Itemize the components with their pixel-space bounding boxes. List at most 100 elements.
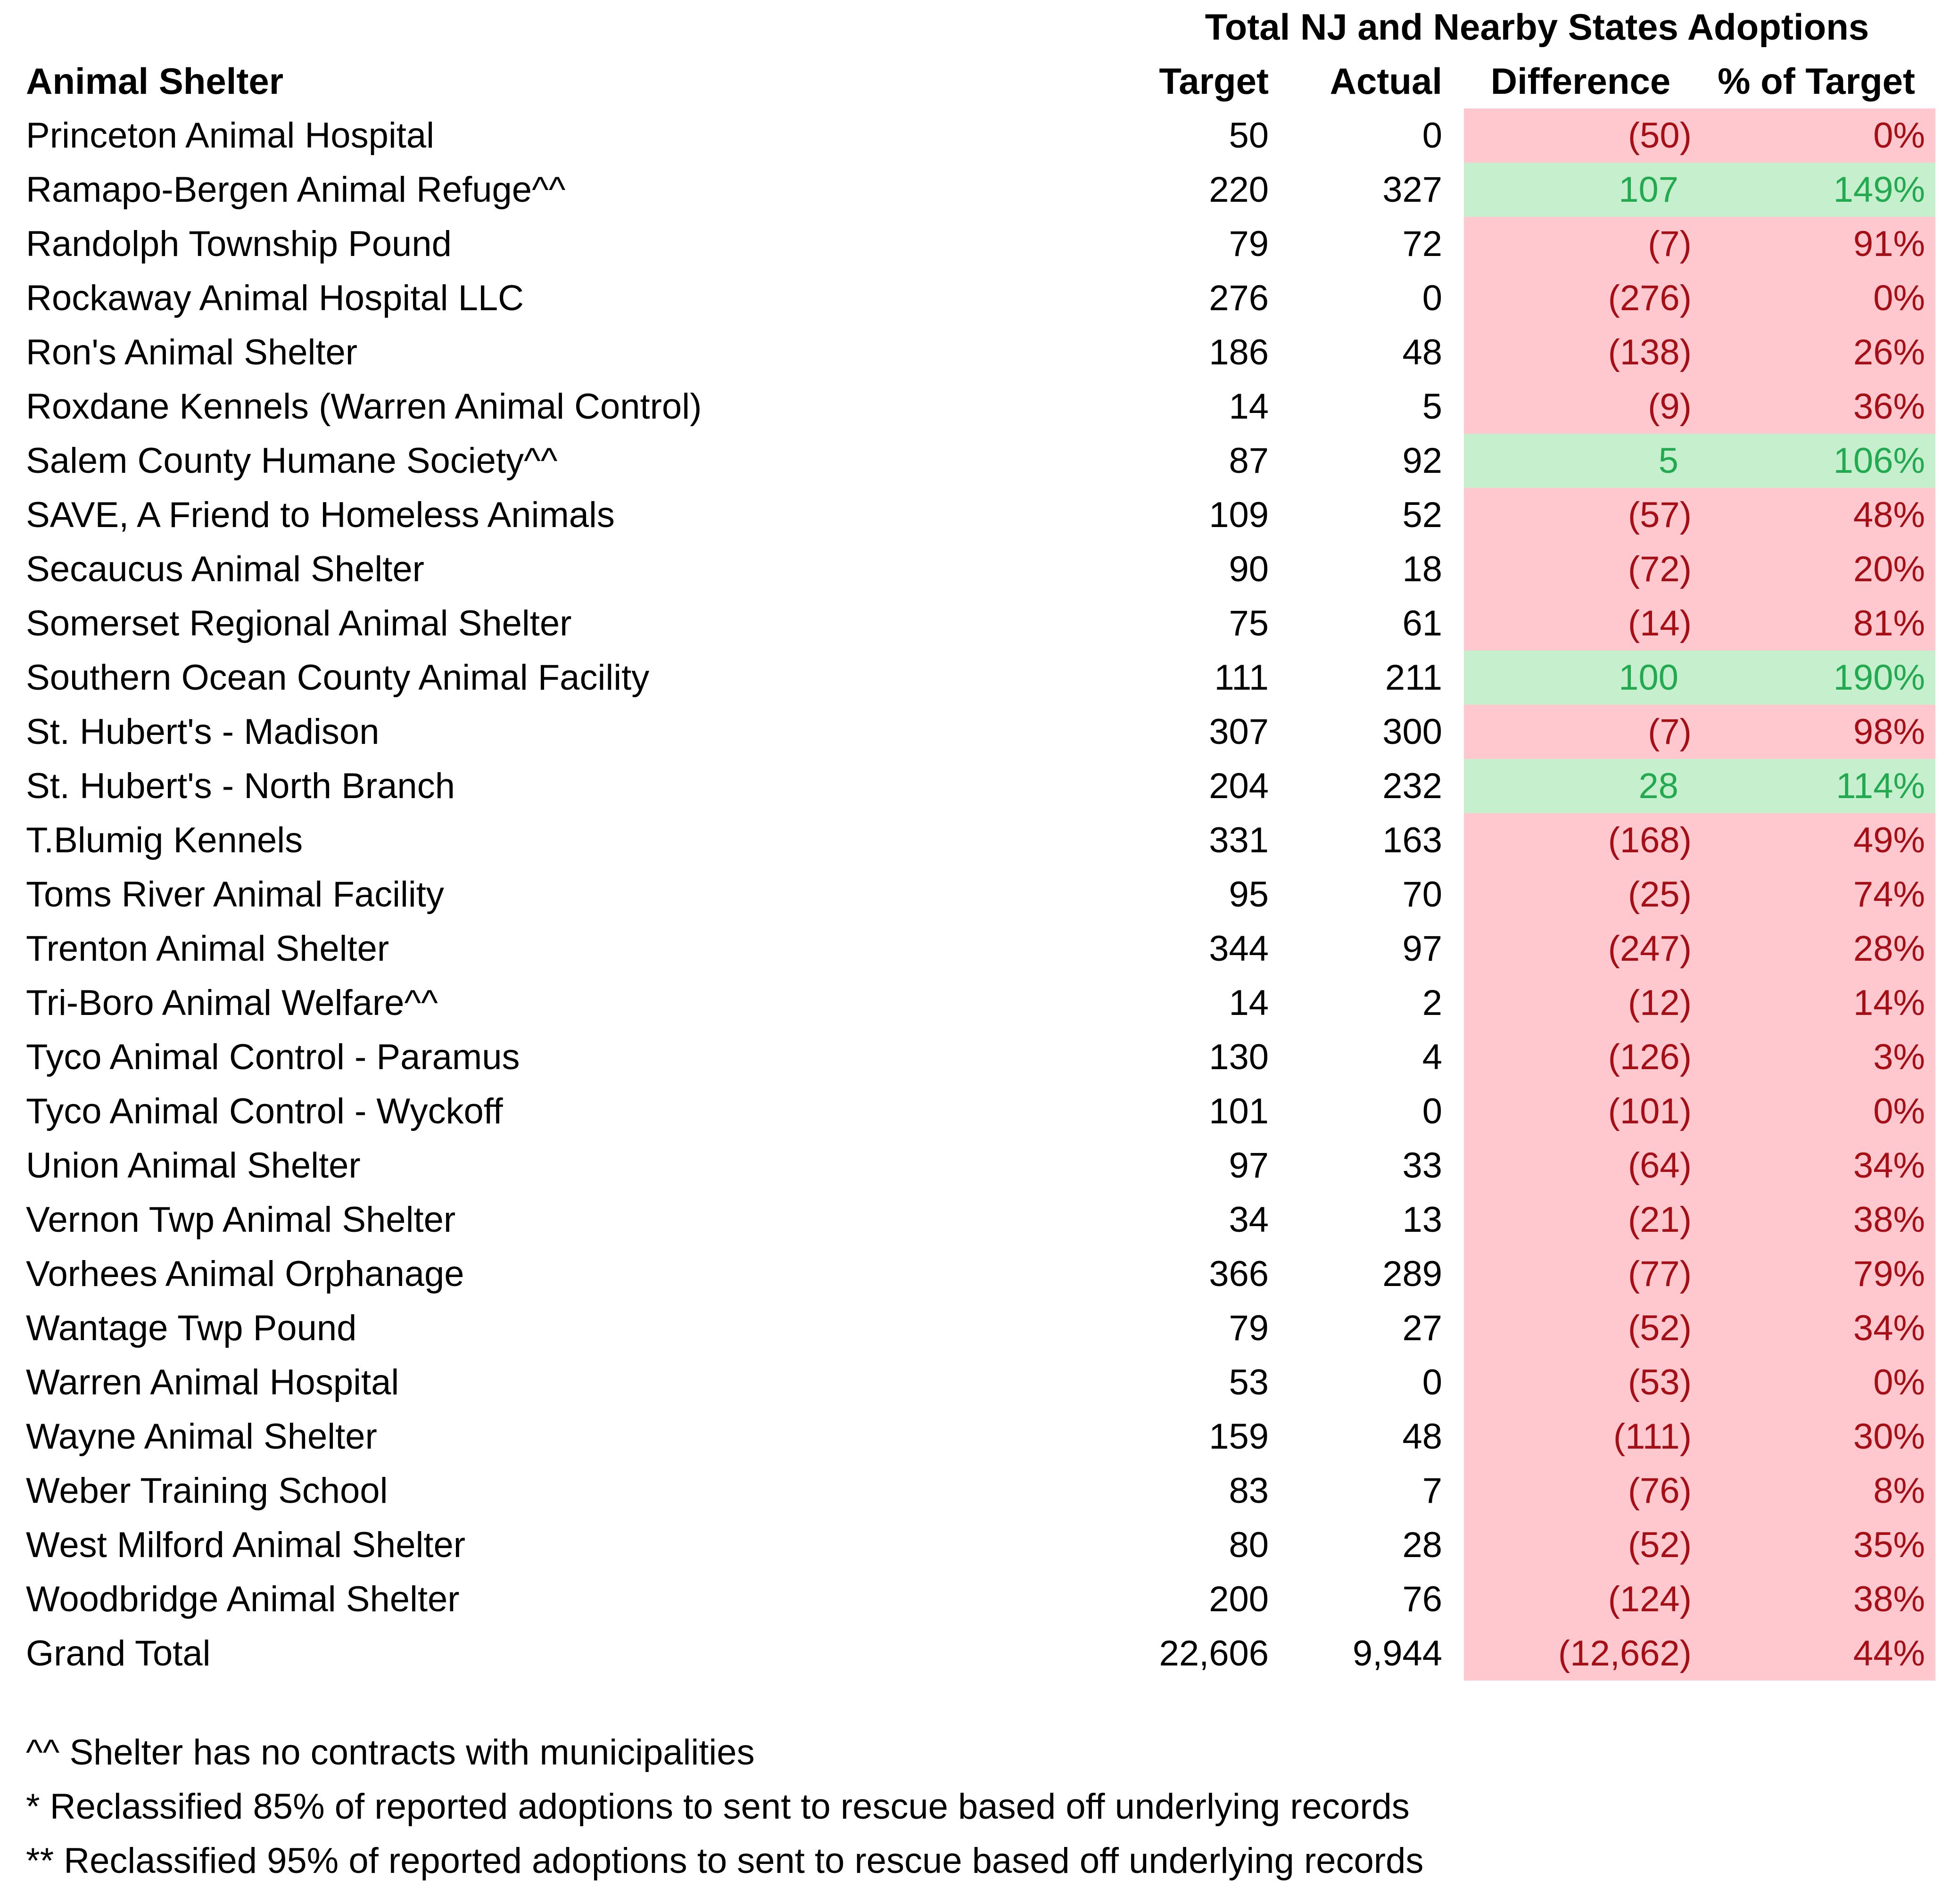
cell-target[interactable]: 80 [1229,1525,1269,1565]
cell-pct-of-target[interactable]: 79% [1697,1247,1936,1301]
cell-actual[interactable]: 52 [1402,495,1442,535]
cell-difference[interactable]: (77) [1464,1247,1697,1301]
cell-shelter-name[interactable]: Tyco Animal Control - Wyckoff [26,1091,503,1131]
cell-actual[interactable]: 327 [1382,170,1442,210]
cell-difference[interactable]: (64) [1464,1138,1697,1193]
cell-target[interactable]: 159 [1209,1417,1269,1457]
cell-shelter-name[interactable]: Trenton Animal Shelter [26,929,389,969]
cell-difference[interactable]: (101) [1464,1084,1697,1138]
cell-target[interactable]: 14 [1229,983,1269,1023]
cell-pct-of-target[interactable]: 28% [1697,922,1936,976]
cell-difference[interactable]: (9) [1464,379,1697,434]
cell-actual[interactable]: 9,944 [1352,1633,1442,1673]
cell-actual[interactable]: 2 [1422,983,1442,1023]
cell-pct-of-target[interactable]: 0% [1697,271,1936,325]
cell-target[interactable]: 130 [1209,1037,1269,1077]
column-header-target[interactable]: Target [1159,60,1269,102]
cell-pct-of-target[interactable]: 44% [1697,1626,1936,1681]
cell-actual[interactable]: 5 [1422,387,1442,427]
cell-shelter-name[interactable]: Union Animal Shelter [26,1146,361,1186]
cell-target[interactable]: 34 [1229,1200,1269,1240]
cell-pct-of-target[interactable]: 190% [1697,651,1936,705]
cell-pct-of-target[interactable]: 35% [1697,1518,1936,1572]
cell-target[interactable]: 79 [1229,1308,1269,1348]
cell-target[interactable]: 50 [1229,115,1269,156]
cell-shelter-name[interactable]: T.Blumig Kennels [26,820,303,860]
cell-pct-of-target[interactable]: 36% [1697,379,1936,434]
cell-pct-of-target[interactable]: 30% [1697,1409,1936,1464]
cell-shelter-name[interactable]: Vernon Twp Animal Shelter [26,1200,456,1240]
cell-target[interactable]: 97 [1229,1146,1269,1186]
cell-pct-of-target[interactable]: 3% [1697,1030,1936,1084]
cell-pct-of-target[interactable]: 149% [1697,163,1936,217]
cell-difference[interactable]: (53) [1464,1355,1697,1409]
cell-actual[interactable]: 0 [1422,1362,1442,1402]
cell-pct-of-target[interactable]: 49% [1697,813,1936,867]
cell-pct-of-target[interactable]: 81% [1697,596,1936,651]
cell-difference[interactable]: (247) [1464,922,1697,976]
cell-shelter-name[interactable]: Woodbridge Animal Shelter [26,1579,460,1619]
cell-target[interactable]: 186 [1209,332,1269,372]
cell-shelter-name[interactable]: Roxdane Kennels (Warren Animal Control) [26,387,702,427]
cell-pct-of-target[interactable]: 48% [1697,488,1936,542]
cell-target[interactable]: 331 [1209,820,1269,860]
cell-difference[interactable]: (126) [1464,1030,1697,1084]
cell-shelter-name[interactable]: Vorhees Animal Orphanage [26,1254,464,1294]
cell-difference[interactable]: (12,662) [1464,1626,1697,1681]
cell-shelter-name[interactable]: Somerset Regional Animal Shelter [26,603,572,643]
cell-difference[interactable]: (50) [1464,108,1697,163]
cell-target[interactable]: 307 [1209,712,1269,752]
cell-actual[interactable]: 61 [1402,603,1442,643]
column-header-actual[interactable]: Actual [1330,60,1442,102]
column-header-animal-shelter[interactable]: Animal Shelter [26,60,284,102]
cell-pct-of-target[interactable]: 34% [1697,1138,1936,1193]
cell-actual[interactable]: 300 [1382,712,1442,752]
cell-actual[interactable]: 163 [1382,820,1442,860]
cell-difference[interactable]: (14) [1464,596,1697,651]
cell-shelter-name[interactable]: Tri-Boro Animal Welfare^^ [26,983,438,1023]
cell-shelter-name[interactable]: Princeton Animal Hospital [26,115,434,156]
cell-pct-of-target[interactable]: 34% [1697,1301,1936,1355]
cell-target[interactable]: 79 [1229,224,1269,264]
cell-pct-of-target[interactable]: 20% [1697,542,1936,596]
cell-pct-of-target[interactable]: 8% [1697,1464,1936,1518]
cell-pct-of-target[interactable]: 26% [1697,325,1936,379]
cell-pct-of-target[interactable]: 106% [1697,434,1936,488]
cell-target[interactable]: 53 [1229,1362,1269,1402]
cell-pct-of-target[interactable]: 14% [1697,976,1936,1030]
cell-difference[interactable]: (168) [1464,813,1697,867]
cell-pct-of-target[interactable]: 114% [1697,759,1936,813]
cell-actual[interactable]: 7 [1422,1471,1442,1511]
cell-target[interactable]: 22,606 [1159,1633,1269,1673]
cell-difference[interactable]: 107 [1464,163,1697,217]
cell-difference[interactable]: (276) [1464,271,1697,325]
cell-target[interactable]: 75 [1229,603,1269,643]
cell-target[interactable]: 111 [1214,658,1269,698]
cell-actual[interactable]: 70 [1402,874,1442,915]
cell-shelter-name[interactable]: Rockaway Animal Hospital LLC [26,278,524,318]
cell-difference[interactable]: (52) [1464,1518,1697,1572]
cell-difference[interactable]: (7) [1464,705,1697,759]
column-header-difference[interactable]: Difference [1490,60,1671,102]
cell-shelter-name[interactable]: St. Hubert's - North Branch [26,766,455,806]
cell-actual[interactable]: 76 [1402,1579,1442,1619]
cell-actual[interactable]: 232 [1382,766,1442,806]
cell-difference[interactable]: (57) [1464,488,1697,542]
cell-actual[interactable]: 18 [1402,549,1442,589]
cell-shelter-name[interactable]: Salem County Humane Society^^ [26,441,558,481]
cell-shelter-name[interactable]: Wantage Twp Pound [26,1308,357,1348]
cell-target[interactable]: 276 [1209,278,1269,318]
cell-actual[interactable]: 92 [1402,441,1442,481]
cell-actual[interactable]: 211 [1385,658,1442,698]
cell-shelter-name[interactable]: Warren Animal Hospital [26,1362,399,1402]
cell-actual[interactable]: 4 [1422,1037,1442,1077]
cell-target[interactable]: 109 [1209,495,1269,535]
cell-difference[interactable]: (76) [1464,1464,1697,1518]
cell-target[interactable]: 220 [1209,170,1269,210]
cell-shelter-name[interactable]: Southern Ocean County Animal Facility [26,658,650,698]
column-header-pct-of-target[interactable]: % of Target [1718,60,1915,102]
cell-pct-of-target[interactable]: 0% [1697,1355,1936,1409]
cell-target[interactable]: 14 [1229,387,1269,427]
cell-difference[interactable]: (124) [1464,1572,1697,1626]
cell-actual[interactable]: 97 [1402,929,1442,969]
